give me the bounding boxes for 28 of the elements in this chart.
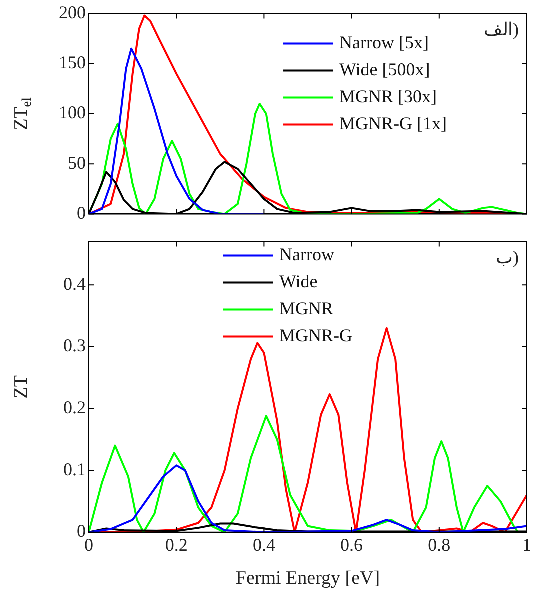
x-tick-label: 0.4 [252, 534, 276, 555]
y-tick-label: 0 [77, 521, 86, 542]
x-axis-title: Fermi Energy [eV] [236, 568, 380, 589]
legend-label: MGNR [30x] [340, 86, 438, 107]
x-tick-label: 0.6 [340, 534, 364, 555]
x-tick-label: 1 [522, 534, 532, 555]
legend-label: Wide [280, 272, 318, 292]
annotation: (الف [484, 20, 519, 40]
legend-label: MGNR-G [280, 326, 353, 346]
legend-label: Narrow [5x] [340, 32, 429, 53]
y-tick-label: 150 [59, 52, 86, 73]
legend-label: MGNR [280, 298, 334, 319]
y-tick-label: 0 [77, 202, 86, 223]
legend-label: Wide [500x] [340, 60, 430, 80]
legend-label: MGNR-G [1x] [340, 114, 448, 134]
legend-label: Narrow [280, 244, 334, 265]
y-tick-label: 0.4 [64, 274, 86, 294]
y-tick-label: 0.3 [64, 336, 86, 356]
annotation: (ب [496, 248, 519, 268]
y-axis-title: ZT [10, 375, 32, 399]
y-axis-title: ZTel [10, 97, 34, 130]
y-tick-label: 50 [68, 152, 86, 173]
x-tick-label: 0.2 [165, 534, 188, 555]
x-tick-label: 0.8 [428, 534, 451, 555]
y-tick-label: 100 [59, 102, 86, 123]
y-tick-label: 200 [59, 2, 86, 23]
y-tick-label: 0.1 [64, 459, 86, 480]
y-tick-label: 0.2 [64, 397, 86, 418]
